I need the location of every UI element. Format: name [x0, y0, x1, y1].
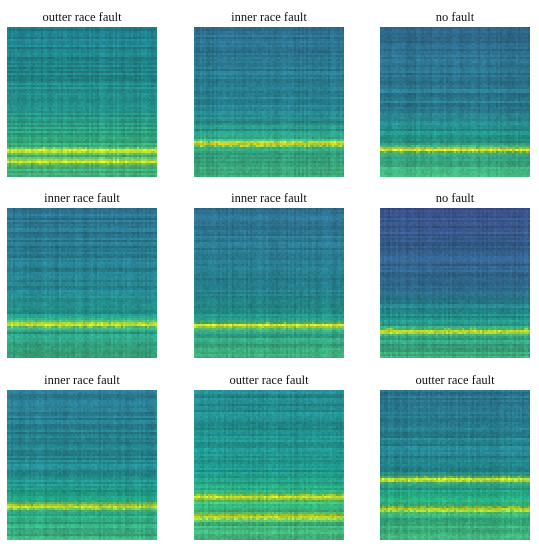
panel-title: inner race fault: [231, 191, 307, 205]
spectrogram-heatmap: [7, 390, 157, 540]
panel-title: inner race fault: [231, 10, 307, 24]
panel-title: no fault: [435, 191, 475, 205]
panel-title: inner race fault: [44, 191, 120, 205]
panel-title: outter race fault: [229, 373, 309, 387]
spectrogram-heatmap: [194, 27, 344, 177]
panel-title: no fault: [435, 10, 475, 24]
panel-title: inner race fault: [44, 373, 120, 387]
spectrogram-heatmap: [380, 27, 530, 177]
panel-title: outter race fault: [415, 373, 495, 387]
spectrogram-heatmap: [7, 208, 157, 358]
spectrogram-heatmap: [380, 208, 530, 358]
spectrogram-heatmap: [380, 390, 530, 540]
spectrogram-heatmap: [194, 208, 344, 358]
spectrogram-heatmap: [7, 27, 157, 177]
spectrogram-heatmap: [194, 390, 344, 540]
panel-title: outter race fault: [42, 10, 122, 24]
